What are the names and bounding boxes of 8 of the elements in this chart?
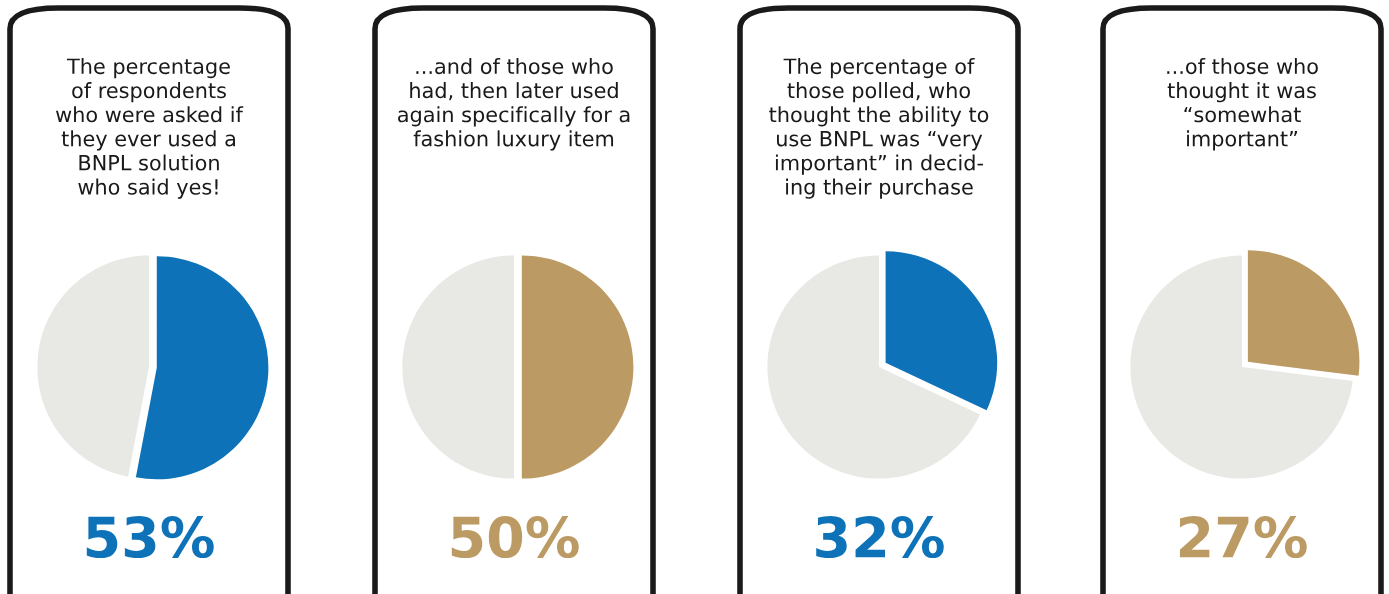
text: 27% — [1179, 516, 1307, 559]
chart-title: The percentage of those polled, who thought the ability to use BNPL was “very important” in decid- ing their purchase — [769, 58, 989, 199]
chart-title: The percentage of respondents who were asked if they ever used a BNPL solution who said yes! — [56, 58, 244, 199]
text: 32% — [816, 516, 944, 559]
chart-title: ...of those who thought it was “somewhat important” — [1167, 58, 1318, 151]
chart-title: ...and of those who had, then later used again specifically for a fashion luxury item — [398, 58, 630, 151]
text: 53% — [86, 516, 214, 559]
text: 50% — [451, 516, 579, 559]
